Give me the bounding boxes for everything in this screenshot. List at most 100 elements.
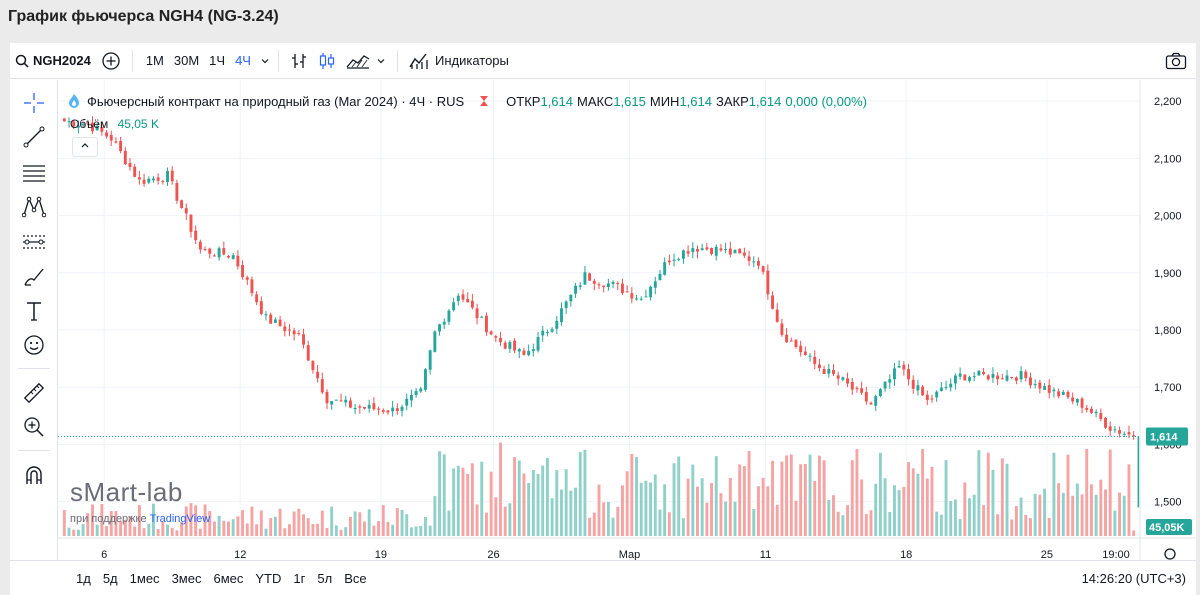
candle <box>822 368 826 374</box>
volume-bar <box>827 500 831 536</box>
settings-gear-icon <box>1164 548 1176 560</box>
trend-line-tool[interactable] <box>19 122 49 152</box>
range-all[interactable]: Все <box>344 570 367 586</box>
emoji-tool[interactable] <box>19 330 49 360</box>
candle <box>1118 430 1122 434</box>
candle <box>794 339 798 347</box>
interval-30m[interactable]: 30М <box>173 53 200 68</box>
candle <box>527 350 531 356</box>
range-5y[interactable]: 5л <box>317 570 333 586</box>
candle <box>883 381 887 389</box>
compare-button[interactable] <box>96 43 126 79</box>
candle <box>728 248 732 255</box>
text-tool[interactable] <box>19 296 49 326</box>
volume-bar <box>278 508 282 536</box>
volume-bar <box>255 524 259 536</box>
interval-4h[interactable]: 4Ч <box>235 53 251 68</box>
range-1d[interactable]: 1д <box>76 570 91 586</box>
volume-bar <box>982 505 986 536</box>
candle <box>278 319 282 327</box>
volume-bar <box>1099 479 1103 536</box>
volume-bar <box>939 514 943 536</box>
range-1y[interactable]: 1г <box>293 570 306 586</box>
candle <box>846 378 850 384</box>
area-style-button[interactable] <box>341 43 391 79</box>
volume-bar <box>306 518 310 536</box>
candle <box>466 298 470 303</box>
snapshot-button[interactable] <box>1160 43 1192 79</box>
bottom-toolbar: 1д 5д 1мес 3мес 6мес YTD 1г 5л Все 14:26… <box>10 560 1196 595</box>
candle <box>1108 426 1112 431</box>
candle <box>367 404 371 409</box>
price-tick-label: 1,700 <box>1154 382 1182 394</box>
volume-bar <box>1029 518 1032 536</box>
candle <box>953 375 957 384</box>
candle <box>757 261 760 266</box>
volume-bar <box>897 490 901 536</box>
range-5d[interactable]: 5д <box>102 570 118 586</box>
volume-bar <box>414 526 418 536</box>
candle <box>1075 398 1079 403</box>
range-ytd[interactable]: YTD <box>255 570 282 586</box>
volume-bar <box>1127 464 1131 536</box>
search-icon <box>15 54 29 68</box>
symbol-search[interactable]: NGH2024 <box>10 43 96 79</box>
volume-bar <box>184 506 188 536</box>
forecast-tool[interactable] <box>19 227 49 257</box>
range-6m[interactable]: 6мес <box>213 570 244 586</box>
volume-bar <box>67 527 71 536</box>
candle <box>869 402 873 405</box>
crosshair-tool[interactable] <box>19 88 49 118</box>
brush-tool[interactable] <box>19 262 49 292</box>
range-1m[interactable]: 1мес <box>129 570 160 586</box>
bars-style-button[interactable] <box>285 43 313 79</box>
candle <box>616 283 620 285</box>
horizontal-lines-tool[interactable] <box>19 158 49 188</box>
candle <box>1057 391 1061 397</box>
candle <box>381 410 385 412</box>
volume-bar <box>391 524 395 536</box>
price-chart[interactable]: 2,2002,1002,0001,9001,8001,7001,6001,500… <box>58 80 1196 560</box>
interval-1m[interactable]: 1М <box>145 53 164 68</box>
pattern-tool[interactable] <box>19 192 49 222</box>
candle <box>925 394 929 400</box>
volume-bar <box>198 528 202 536</box>
measure-tool[interactable] <box>19 378 49 408</box>
candle <box>1000 378 1004 380</box>
candle <box>766 270 770 295</box>
volume-bar <box>832 495 835 536</box>
magnet-tool[interactable] <box>19 460 49 490</box>
interval-1h[interactable]: 1Ч <box>209 53 226 68</box>
volume-bar <box>62 510 66 536</box>
range-3m[interactable]: 3мес <box>171 570 202 586</box>
volume-bar <box>869 510 873 536</box>
candle <box>1080 398 1084 408</box>
volume-bar <box>1038 494 1042 536</box>
volume-bar <box>452 468 456 536</box>
candle <box>283 326 287 332</box>
candle <box>578 285 582 287</box>
trend-line-icon <box>23 126 45 148</box>
zoom-tool[interactable] <box>19 412 49 442</box>
volume-bar <box>583 449 587 536</box>
volume-bar <box>1104 489 1107 536</box>
candle <box>827 368 831 374</box>
chevron-down-icon[interactable] <box>260 56 270 66</box>
volume-bar <box>386 521 390 536</box>
indicators-button[interactable]: Индикаторы <box>404 43 514 79</box>
support-brand[interactable]: TradingView <box>149 513 211 525</box>
volume-bar <box>166 524 169 536</box>
clock: 14:26:20 (UTC+3) <box>1081 571 1186 586</box>
candle <box>1019 371 1023 380</box>
candles-style-button[interactable] <box>313 43 341 79</box>
volume-bar <box>949 500 953 536</box>
volume-bar <box>752 509 756 536</box>
candle <box>620 283 624 294</box>
collapse-legend-button[interactable] <box>72 137 98 157</box>
volume-bar <box>438 451 441 536</box>
candle <box>583 272 587 285</box>
interval-group: 1М 30М 1Ч 4Ч <box>139 43 272 79</box>
volume-bar <box>1089 484 1093 536</box>
volume-bar <box>348 516 352 536</box>
volume-bar <box>1108 449 1112 536</box>
